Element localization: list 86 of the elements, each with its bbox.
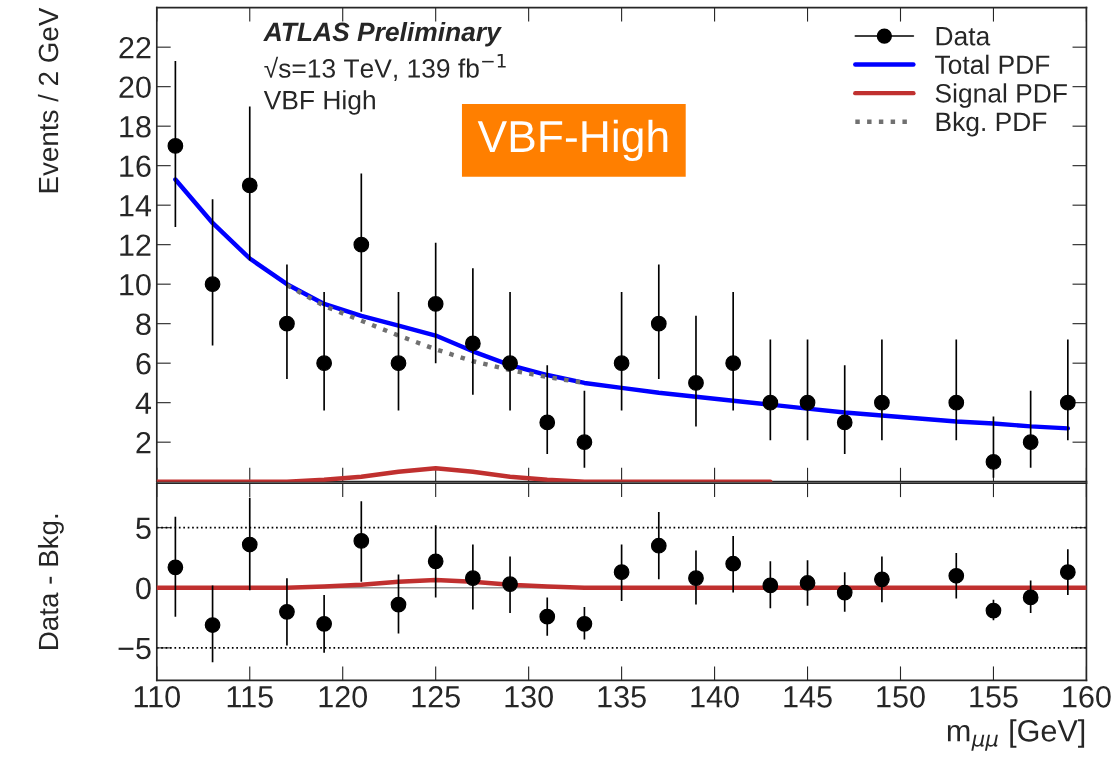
point: [948, 567, 965, 584]
point: [316, 355, 332, 372]
point: [390, 596, 407, 613]
line-series: [173, 177, 1071, 431]
y-tick-label: 22: [119, 36, 151, 59]
line-series: [156, 466, 773, 482]
x-tick-label: 145: [784, 686, 832, 708]
point: [613, 564, 630, 581]
point: [167, 138, 184, 154]
point: [799, 575, 816, 591]
point: [762, 394, 779, 411]
point: [204, 617, 221, 633]
point: [390, 355, 407, 372]
point: [279, 315, 295, 332]
legend-label: Data: [936, 27, 991, 46]
x-tick-label: 115: [227, 686, 273, 708]
point: [241, 177, 258, 194]
y-axis-title: Events / 2 GeV: [37, 7, 59, 193]
point: [985, 454, 1002, 470]
legend-label: Signal PDF: [935, 83, 1067, 108]
point: [464, 335, 481, 352]
point: [316, 615, 332, 632]
x-tick-label: 130: [505, 686, 553, 708]
point: [725, 555, 742, 572]
point: [427, 296, 444, 312]
point: [688, 570, 704, 587]
y-tick-label: 10: [120, 273, 151, 296]
x-tick-label: 125: [412, 686, 460, 708]
point: [1059, 394, 1076, 411]
point: [167, 559, 184, 576]
y-tick-label: 2: [136, 431, 151, 454]
y-tick-label: 14: [120, 195, 152, 217]
point: [539, 608, 556, 625]
x-tick-label: 140: [691, 686, 739, 708]
point: [427, 553, 444, 570]
point: [985, 602, 1002, 619]
x-axis-title: m$_{μμ}$ [GeV]: [947, 719, 1085, 751]
point: [650, 315, 667, 332]
y-tick-label: 0: [136, 577, 151, 600]
x-tick-label: 120: [319, 686, 368, 708]
point: [502, 355, 518, 372]
point: [836, 414, 853, 431]
annotation: VBF-High: [477, 119, 668, 162]
point: [836, 584, 853, 601]
y-tick-label: 12: [120, 234, 151, 256]
legend-label: Total PDF: [935, 54, 1050, 75]
y-tick-label: 5: [136, 517, 151, 540]
point: [1022, 589, 1039, 606]
point: [948, 394, 965, 411]
point: [613, 355, 630, 372]
annotation: ATLAS Preliminary: [263, 21, 502, 47]
point: [464, 570, 481, 587]
y-tick-label: 20: [119, 76, 151, 99]
x-tick-label: 110: [134, 686, 180, 708]
x-tick-label: 155: [970, 686, 1018, 708]
point: [576, 615, 593, 632]
point: [539, 414, 556, 431]
y-tick-label: 18: [120, 115, 151, 138]
legend-label: Bkg. PDF: [936, 111, 1047, 137]
annotation: VBF High: [263, 90, 375, 115]
point: [688, 375, 704, 391]
point: [353, 236, 370, 253]
point: [502, 576, 518, 593]
point: [576, 434, 593, 451]
y-tick-label: −5: [118, 637, 151, 660]
x-tick-label: 160: [1063, 686, 1111, 708]
y-tick-label: 6: [136, 352, 151, 375]
point: [799, 394, 816, 411]
point: [650, 537, 667, 554]
y-tick-label: 8: [136, 313, 151, 336]
point: [204, 276, 221, 293]
point: [1022, 434, 1039, 451]
point: [725, 355, 742, 372]
y-tick-label: 4: [135, 392, 152, 414]
point: [1059, 564, 1076, 581]
point: [241, 536, 258, 553]
point: [874, 571, 890, 588]
point: [279, 603, 295, 620]
x-tick-label: 150: [877, 686, 925, 708]
point: [353, 533, 370, 549]
point: [762, 577, 779, 594]
annotation: √s=13 TeV, 139 fb$^{−1}$: [264, 53, 506, 81]
y-tick-label: 16: [120, 155, 151, 178]
x-tick-label: 135: [598, 686, 646, 708]
point: [874, 394, 890, 411]
y-axis-title: Data - Bkg.: [37, 514, 64, 649]
